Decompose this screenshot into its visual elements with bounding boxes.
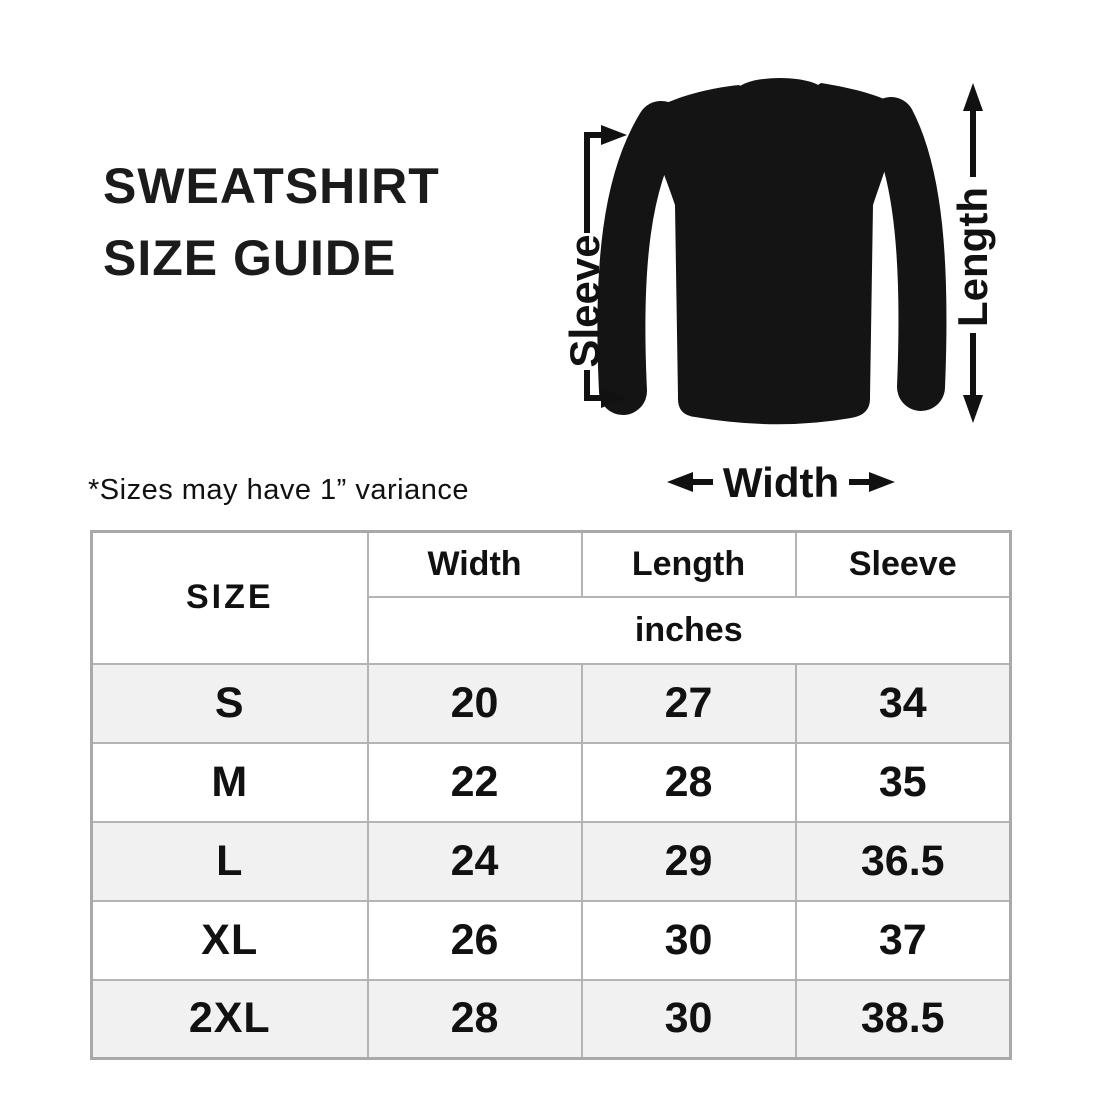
length-value: 28 bbox=[580, 741, 797, 823]
size-column-header: SIZE bbox=[90, 530, 369, 665]
length-label: Length bbox=[949, 187, 996, 327]
length-value: 27 bbox=[580, 662, 797, 744]
sleeve-value: 35 bbox=[794, 741, 1012, 823]
sleeve-arrow-top-line bbox=[584, 132, 601, 233]
sleeve-arrow-bottom-line bbox=[584, 370, 601, 401]
sleeve-label: Sleeve bbox=[561, 234, 608, 367]
width-value: 22 bbox=[366, 741, 583, 823]
table-row-s: S 20 27 34 bbox=[90, 662, 1012, 744]
unit-header: inches bbox=[366, 595, 1012, 665]
table-row-2xl: 2XL 28 30 38.5 bbox=[90, 978, 1012, 1060]
table-row-m: M 22 28 35 bbox=[90, 741, 1012, 823]
size-label: M bbox=[90, 741, 369, 823]
sweatshirt-graphic bbox=[597, 78, 947, 425]
page-title-line2: SIZE GUIDE bbox=[103, 230, 397, 286]
table-row-xl: XL 26 30 37 bbox=[90, 899, 1012, 981]
width-arrow-right-head-icon bbox=[869, 472, 895, 492]
sleeve-value: 37 bbox=[794, 899, 1012, 981]
length-arrow-up-head-icon bbox=[963, 83, 983, 111]
sweatshirt-diagram: Sleeve Length Width bbox=[561, 78, 996, 506]
left-sleeve-shape bbox=[597, 101, 685, 415]
length-value: 30 bbox=[580, 899, 797, 981]
col-header-width: Width bbox=[366, 530, 583, 598]
width-annotation: Width bbox=[667, 459, 895, 506]
length-value: 30 bbox=[580, 978, 797, 1060]
size-label: 2XL bbox=[90, 978, 369, 1060]
length-value: 29 bbox=[580, 820, 797, 902]
width-value: 24 bbox=[366, 820, 583, 902]
length-annotation: Length bbox=[949, 83, 996, 423]
width-value: 20 bbox=[366, 662, 583, 744]
size-label: S bbox=[90, 662, 369, 744]
sleeve-value: 36.5 bbox=[794, 820, 1012, 902]
sleeve-value: 34 bbox=[794, 662, 1012, 744]
sleeve-arrow-bottom-head-icon bbox=[601, 388, 627, 408]
size-label: L bbox=[90, 820, 369, 902]
width-arrow-left-head-icon bbox=[667, 472, 693, 492]
sleeve-value: 38.5 bbox=[794, 978, 1012, 1060]
table-row-l: L 24 29 36.5 bbox=[90, 820, 1012, 902]
col-header-length: Length bbox=[580, 530, 797, 598]
right-sleeve-shape bbox=[867, 97, 947, 411]
size-label: XL bbox=[90, 899, 369, 981]
page-title: SWEATSHIRT SIZE GUIDE bbox=[103, 150, 440, 294]
length-arrow-down-head-icon bbox=[963, 395, 983, 423]
sleeve-annotation: Sleeve bbox=[561, 125, 627, 408]
sleeve-arrow-top-head-icon bbox=[601, 125, 627, 145]
width-value: 28 bbox=[366, 978, 583, 1060]
width-label: Width bbox=[723, 459, 839, 506]
col-header-sleeve: Sleeve bbox=[794, 530, 1012, 598]
page-title-line1: SWEATSHIRT bbox=[103, 158, 440, 214]
torso-shape bbox=[647, 83, 900, 425]
width-value: 26 bbox=[366, 899, 583, 981]
size-table: SIZE Width Length Sleeve inches S 20 27 … bbox=[90, 530, 1012, 1060]
variance-note: *Sizes may have 1” variance bbox=[88, 474, 469, 506]
